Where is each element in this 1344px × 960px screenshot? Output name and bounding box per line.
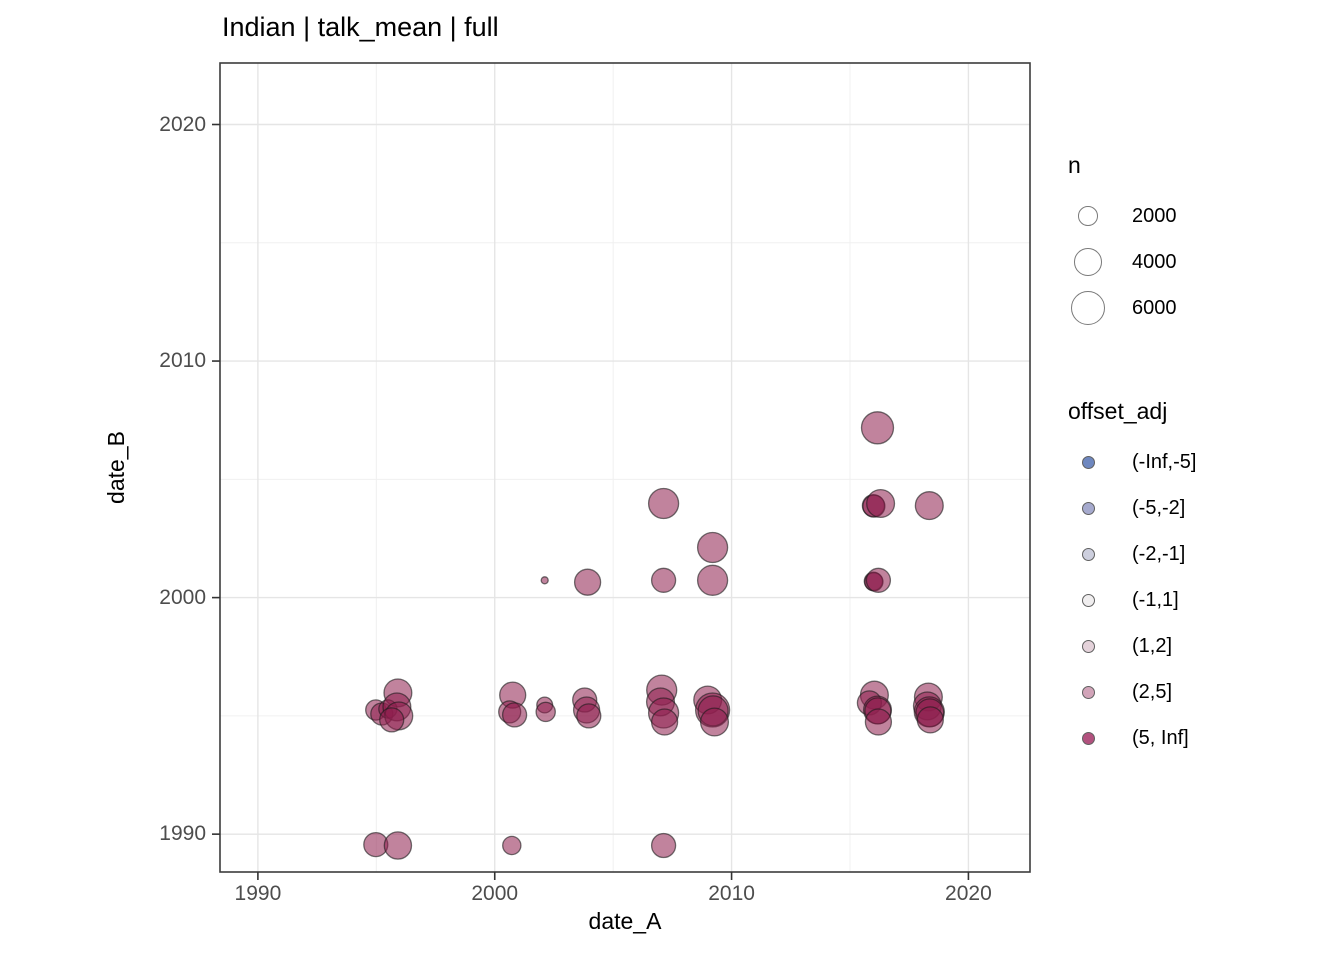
data-point: [864, 708, 893, 736]
y-axis-title-wrap: date_B: [96, 63, 136, 872]
color-legend-row: (5, Inf]: [1068, 715, 1196, 761]
color-legend-label: (1,2]: [1132, 634, 1173, 657]
color-key-circle-icon: [1068, 669, 1108, 715]
circle-swatch-icon: [1081, 685, 1095, 699]
color-legend-label: (-2,-1]: [1132, 542, 1186, 565]
color-legend-row: (-1,1]: [1068, 577, 1196, 623]
circle-swatch-icon: [1081, 547, 1095, 561]
size-legend: n 2000 4000 6000: [1068, 152, 1177, 331]
data-point: [650, 708, 679, 736]
x-tick-label: 1990: [234, 882, 282, 905]
data-point: [383, 831, 413, 860]
x-axis-title: date_A: [588, 908, 662, 934]
color-key-circle-icon: [1068, 577, 1108, 623]
size-key-circle-icon: [1068, 193, 1108, 239]
size-legend-rows: 2000 4000 6000: [1068, 193, 1177, 331]
size-legend-row: 2000: [1068, 193, 1177, 239]
color-legend-label: (5, Inf]: [1132, 726, 1189, 749]
data-point: [650, 567, 677, 593]
panel-border: [219, 62, 1031, 873]
color-legend-title: offset_adj: [1068, 398, 1168, 424]
color-legend-row: (1,2]: [1068, 623, 1196, 669]
data-point: [916, 706, 944, 734]
color-legend-row: (2,5]: [1068, 669, 1196, 715]
color-key-circle-icon: [1068, 623, 1108, 669]
color-key-circle-icon: [1068, 715, 1108, 761]
data-point: [535, 701, 556, 723]
color-legend-row: (-2,-1]: [1068, 531, 1196, 577]
data-point: [650, 832, 677, 859]
data-point: [501, 702, 528, 728]
size-key-circle-icon: [1068, 285, 1108, 331]
data-point: [696, 564, 729, 596]
color-legend-label: (-1,1]: [1132, 588, 1179, 611]
circle-swatch-icon: [1081, 731, 1095, 745]
panel-background: [220, 63, 1030, 872]
circle-outline-icon: [1070, 290, 1106, 326]
circle-swatch-icon: [1081, 501, 1095, 515]
data-point: [866, 488, 896, 519]
y-tick-label: 1990: [159, 822, 206, 846]
data-point: [502, 835, 522, 856]
color-legend-label: (2,5]: [1132, 680, 1173, 703]
y-tick-label: 2000: [159, 585, 206, 609]
color-legend-row: (-Inf,-5]: [1068, 439, 1196, 485]
size-legend-row: 6000: [1068, 285, 1177, 331]
color-legend: offset_adj (-Inf,-5] (-5,-2] (-2,-1] (-1,1]…: [1068, 398, 1196, 761]
color-legend-rows: (-Inf,-5] (-5,-2] (-2,-1] (-1,1] (1,2] (2,5] (…: [1068, 439, 1196, 761]
size-legend-label: 4000: [1132, 250, 1177, 273]
size-legend-title: n: [1068, 152, 1081, 178]
y-tick-label: 2010: [159, 349, 206, 373]
data-point: [699, 707, 730, 737]
color-key-circle-icon: [1068, 439, 1108, 485]
data-point: [379, 707, 405, 733]
data-point: [696, 531, 729, 564]
data-point: [576, 703, 602, 729]
data-point: [573, 568, 602, 596]
y-axis-title: date_B: [102, 431, 129, 504]
circle-swatch-icon: [1081, 455, 1095, 469]
circle-outline-icon: [1078, 206, 1098, 226]
y-tick-label: 2020: [159, 112, 206, 136]
data-point: [914, 491, 944, 521]
chart-title: Indian | talk_mean | full: [222, 12, 499, 42]
x-tick-label: 2000: [471, 882, 519, 905]
size-legend-label: 6000: [1132, 296, 1177, 319]
color-legend-row: (-5,-2]: [1068, 485, 1196, 531]
data-point: [540, 576, 549, 585]
size-legend-label: 2000: [1132, 204, 1177, 227]
x-tick-label: 2010: [708, 882, 755, 905]
color-key-circle-icon: [1068, 485, 1108, 531]
data-point: [647, 487, 680, 520]
x-tick-label: 2020: [945, 882, 992, 905]
color-legend-label: (-5,-2]: [1132, 496, 1186, 519]
circle-outline-icon: [1074, 248, 1102, 276]
color-legend-label: (-Inf,-5]: [1132, 450, 1197, 473]
data-point: [865, 567, 892, 593]
size-legend-row: 4000: [1068, 239, 1177, 285]
color-key-circle-icon: [1068, 531, 1108, 577]
circle-swatch-icon: [1081, 639, 1095, 653]
circle-swatch-icon: [1081, 593, 1095, 607]
data-point: [860, 411, 895, 445]
size-key-circle-icon: [1068, 239, 1108, 285]
